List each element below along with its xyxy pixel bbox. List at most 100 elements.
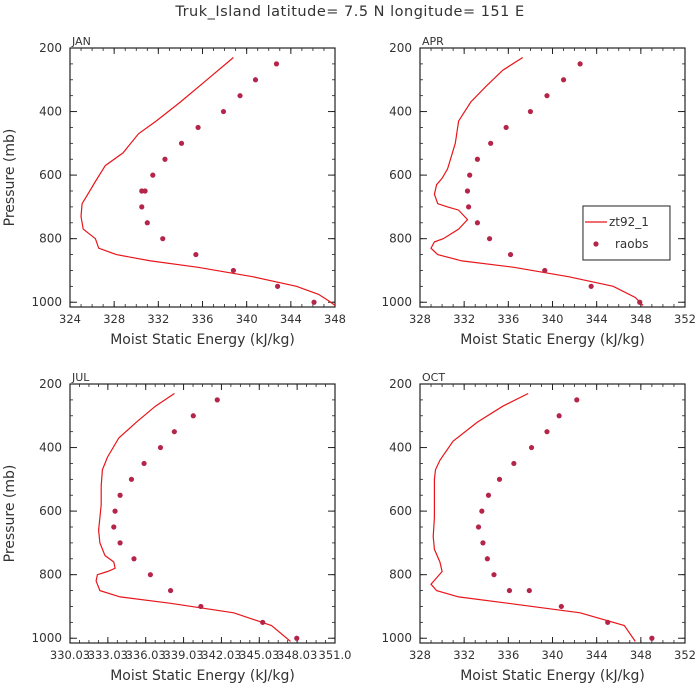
x-tick-label: 332	[453, 648, 475, 662]
data-point-raobs	[574, 397, 580, 403]
data-point-raobs	[507, 251, 514, 258]
y-tick-label: 800	[39, 568, 62, 582]
panel-label: OCT	[422, 371, 445, 384]
data-point-raobs	[144, 220, 150, 226]
data-point-raobs	[526, 587, 532, 594]
x-tick-label: 344	[586, 648, 608, 662]
data-point-raobs	[605, 619, 611, 625]
x-tick-label: 332	[147, 312, 169, 326]
x-axis-title: Moist Static Energy (kJ/kg)	[460, 668, 645, 684]
data-point-raobs	[111, 524, 117, 530]
x-tick-label: 348	[630, 648, 652, 662]
y-tick-label: 200	[389, 41, 412, 55]
x-tick-label: 344	[280, 312, 302, 326]
plot-frame	[419, 47, 686, 308]
chart-panel-jul: JUL330.03333.03336.03339.03342.03345.033…	[2, 371, 351, 684]
y-tick-label: 600	[389, 168, 412, 182]
y-tick-label: 800	[39, 232, 62, 246]
data-point-raobs	[527, 108, 534, 115]
data-point-raobs	[230, 267, 237, 274]
data-point-raobs	[558, 603, 564, 610]
x-tick-label: 348.03	[277, 648, 317, 662]
y-tick-label: 1000	[381, 295, 412, 309]
y-tick-label: 400	[389, 105, 412, 119]
x-tick-label: 336	[192, 312, 214, 326]
x-tick-label: 328	[409, 312, 431, 326]
data-point-raobs	[649, 635, 655, 641]
legend-label: zt92_1	[609, 215, 649, 229]
panel-label: APR	[422, 35, 444, 48]
data-point-raobs	[588, 283, 594, 289]
y-tick-label: 1000	[31, 631, 62, 645]
y-tick-label: 600	[39, 168, 62, 182]
data-point-raobs	[556, 413, 562, 419]
data-point-raobs	[150, 172, 156, 178]
data-point-raobs	[544, 429, 550, 435]
y-tick-label: 600	[39, 504, 62, 518]
x-tick-label: 336	[497, 312, 519, 326]
y-tick-label: 600	[389, 504, 412, 518]
data-point-raobs	[190, 413, 196, 419]
data-point-raobs	[252, 77, 259, 83]
legend-marker-swatch	[593, 241, 599, 247]
panel-label: JUL	[71, 371, 90, 384]
data-point-raobs	[273, 61, 280, 67]
x-tick-label: 333.03	[88, 648, 128, 662]
data-point-raobs	[467, 172, 473, 178]
data-point-raobs	[162, 156, 168, 162]
data-point-raobs	[506, 587, 513, 594]
data-point-raobs	[117, 540, 123, 546]
data-point-raobs	[167, 587, 174, 594]
data-point-raobs	[496, 476, 503, 482]
data-point-raobs	[131, 556, 137, 562]
data-point-raobs	[220, 108, 227, 115]
data-point-raobs	[260, 619, 266, 625]
data-point-raobs	[139, 188, 145, 194]
data-point-raobs	[464, 188, 471, 194]
data-point-raobs	[503, 124, 509, 131]
data-point-raobs	[237, 93, 243, 99]
data-point-raobs	[528, 444, 535, 451]
data-point-raobs	[488, 140, 494, 146]
x-tick-label: 352	[674, 312, 696, 326]
data-point-raobs	[214, 397, 220, 403]
data-point-raobs	[486, 236, 493, 242]
data-point-raobs	[480, 540, 486, 546]
plot-frame	[69, 383, 336, 644]
data-point-raobs	[112, 508, 118, 514]
data-point-raobs	[475, 524, 482, 530]
x-tick-label: 339.03	[163, 648, 203, 662]
y-axis-title: Pressure (mb)	[2, 129, 18, 227]
series-line-zt92_1	[430, 56, 644, 306]
data-point-raobs	[637, 299, 643, 305]
x-tick-label: 342.03	[201, 648, 241, 662]
series-line-zt92_1	[80, 57, 336, 306]
y-axis-title: Pressure (mb)	[2, 465, 18, 563]
data-point-raobs	[141, 460, 147, 467]
x-tick-label: 340	[236, 312, 258, 326]
data-point-raobs	[474, 220, 481, 226]
y-tick-label: 400	[389, 441, 412, 455]
data-point-raobs	[117, 492, 123, 498]
data-point-raobs	[474, 156, 481, 162]
x-tick-label: 328	[103, 312, 125, 326]
y-tick-label: 1000	[381, 631, 412, 645]
y-tick-label: 200	[39, 41, 62, 55]
x-tick-label: 336.03	[126, 648, 166, 662]
x-axis-title: Moist Static Energy (kJ/kg)	[460, 332, 645, 348]
data-point-raobs	[294, 635, 300, 641]
data-point-raobs	[157, 444, 164, 451]
data-point-raobs	[274, 283, 281, 289]
data-point-raobs	[128, 476, 135, 482]
data-point-raobs	[465, 204, 472, 210]
y-tick-label: 800	[389, 232, 412, 246]
y-tick-label: 1000	[31, 295, 62, 309]
data-point-raobs	[560, 77, 567, 83]
data-point-raobs	[311, 299, 317, 305]
x-axis-title: Moist Static Energy (kJ/kg)	[110, 668, 295, 684]
data-point-raobs	[511, 460, 517, 467]
y-tick-label: 800	[389, 568, 412, 582]
y-tick-label: 400	[39, 105, 62, 119]
data-point-raobs	[193, 251, 199, 258]
